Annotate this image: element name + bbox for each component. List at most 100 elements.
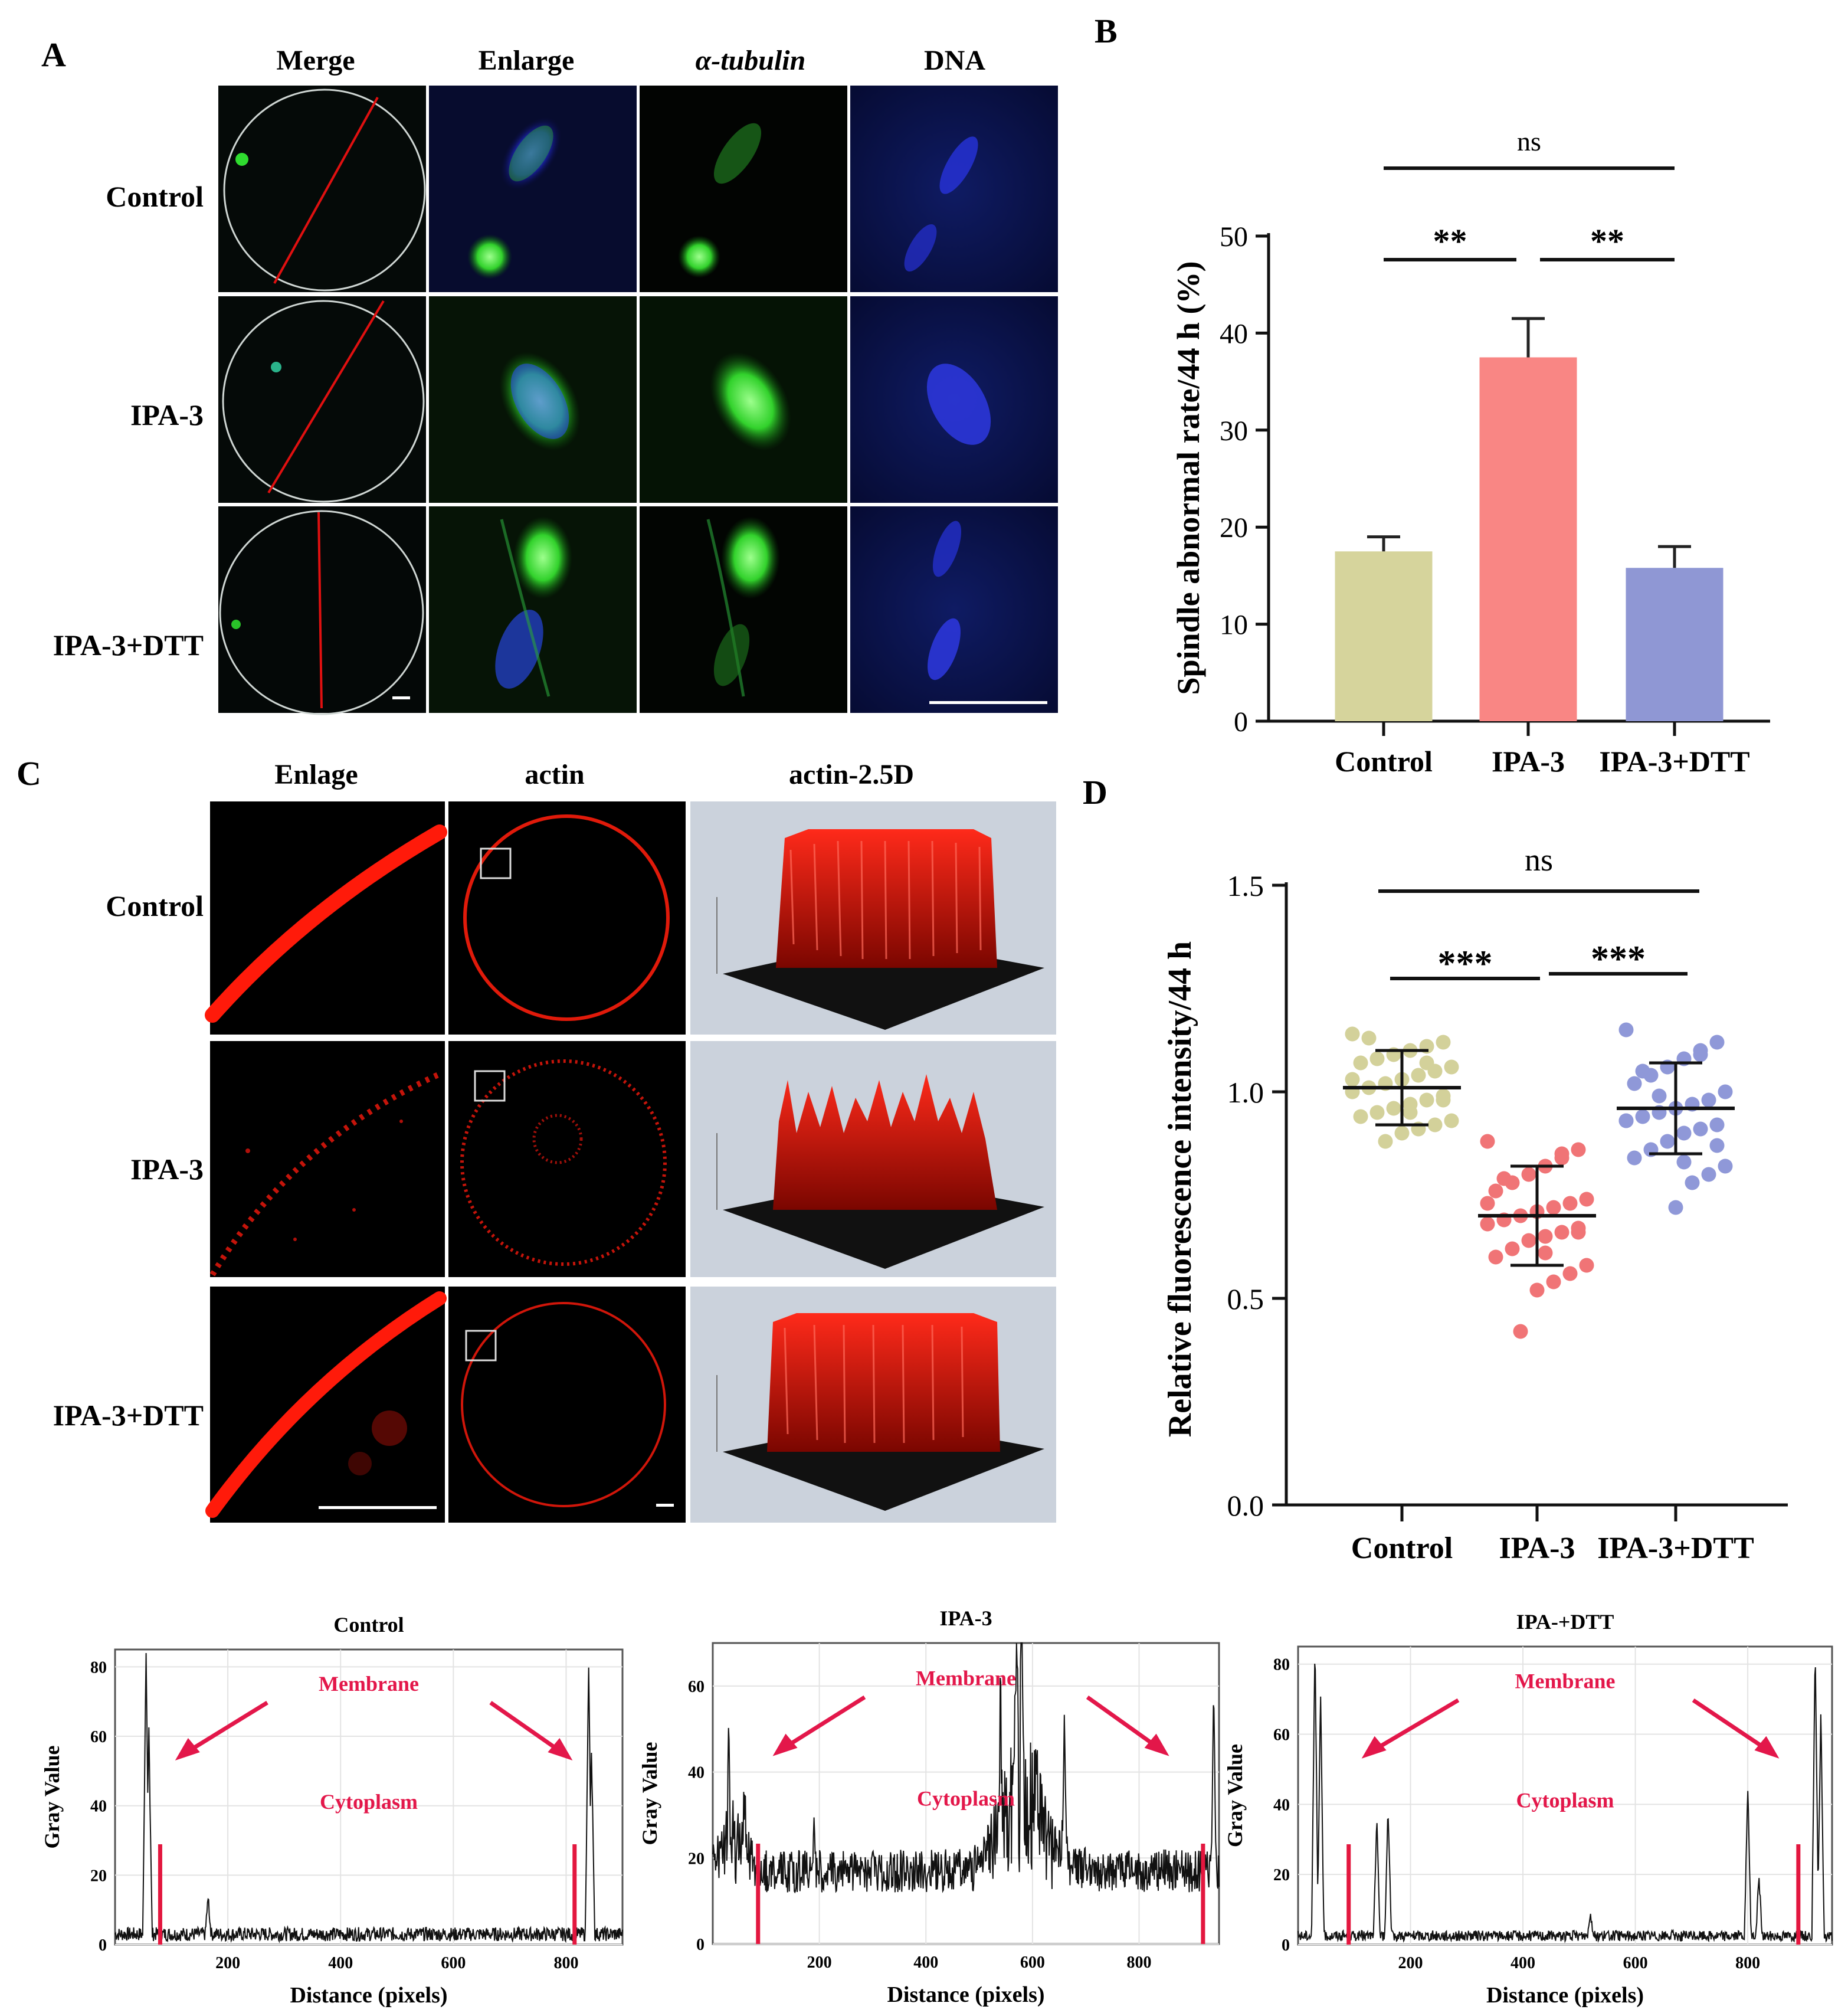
panel-c: C Enlage actin actin-2.5D Control IPA-3 … <box>17 754 1056 1523</box>
data-point <box>1709 1138 1725 1153</box>
x-tick-label: IPA-3+DTT <box>1597 1531 1754 1565</box>
data-point <box>1579 1192 1594 1207</box>
significance-label: ns <box>1517 126 1541 156</box>
cytoplasm-label: Cytoplasm <box>917 1786 1015 1810</box>
data-point <box>1488 1183 1503 1199</box>
x-tick-label: 200 <box>807 1953 832 1972</box>
data-point <box>1627 1150 1642 1166</box>
data-point <box>1419 1055 1434 1071</box>
y-tick-label: 40 <box>1273 1796 1290 1814</box>
micrograph-merge-ipa3 <box>218 296 426 503</box>
arrow-left-head <box>175 1738 200 1760</box>
profile-title: IPA-3 <box>939 1606 992 1630</box>
significance-label: ** <box>1433 222 1467 260</box>
data-point <box>1676 1125 1692 1141</box>
y-tick-label: 0 <box>1234 706 1248 738</box>
micrograph-tubulin-ipa3 <box>640 296 847 503</box>
surface-plot-control <box>690 801 1056 1035</box>
micrograph-actin-ipa3 <box>448 1041 686 1277</box>
micrograph-tubulin-ipa3-dtt <box>640 506 847 713</box>
col-label-tubulin: α-tubulin <box>696 45 806 76</box>
data-point <box>1618 1113 1634 1128</box>
y-tick-label: 80 <box>1273 1656 1290 1674</box>
micrograph-enlarge-ipa3-dtt <box>429 506 637 713</box>
x-tick-label: IPA-3+DTT <box>1599 745 1749 778</box>
chart-b-bar: 0 10 20 30 40 50 Control IPA-3 IPA-3+DTT ** ** ns <box>1220 126 1770 778</box>
data-point <box>1480 1196 1495 1211</box>
panel-b-letter: B <box>1095 12 1118 50</box>
surface-plot-ipa3 <box>690 1041 1056 1277</box>
y-tick-label: 20 <box>90 1867 107 1885</box>
arrow-left-head <box>1361 1736 1387 1759</box>
data-point <box>1635 1109 1650 1124</box>
y-tick-label: 60 <box>1273 1726 1290 1745</box>
y-tick-label: 20 <box>688 1850 705 1868</box>
arrow-right-head <box>1754 1736 1780 1759</box>
data-point <box>1709 1035 1725 1050</box>
profile-xlabel: Distance (pixels) <box>887 1982 1044 2007</box>
y-tick-label: 0.5 <box>1227 1282 1264 1315</box>
data-point <box>1353 1055 1368 1071</box>
micrograph-merge-ipa3-dtt <box>218 506 426 715</box>
y-tick-label: 40 <box>90 1798 107 1816</box>
panel-d: D Relative fluorescence intensity/44 h 0… <box>1083 773 1788 1565</box>
panel-c-letter: C <box>17 754 41 793</box>
micrograph-actin-enlarge-control <box>205 801 447 1035</box>
panel-b: B Spindle abnormal rate/44 h (%) 0 10 20 30… <box>1095 12 1770 778</box>
data-point <box>1562 1266 1578 1281</box>
micrograph-dna-ipa3-dtt <box>850 506 1058 713</box>
x-tick-label: IPA-3 <box>1499 1531 1575 1565</box>
profile-plot-1: 200 400 600 800 0 20 40 60 IPA-3 Distance (pixels… <box>638 1606 1220 2007</box>
x-tick-label: 800 <box>553 1954 578 1972</box>
profile-title: Control <box>333 1613 404 1637</box>
data-point <box>1529 1282 1545 1298</box>
data-point <box>1546 1274 1561 1290</box>
arrow-left <box>777 1695 866 1753</box>
data-point <box>1353 1109 1368 1124</box>
x-tick-label: 600 <box>1020 1953 1045 1972</box>
data-point <box>1521 1167 1536 1182</box>
y-tick-label: 80 <box>90 1658 107 1677</box>
data-point <box>1436 1092 1451 1108</box>
data-point <box>1480 1134 1495 1149</box>
col-label-enlarge: Enlarge <box>479 45 575 76</box>
y-tick-label: 40 <box>1220 318 1248 349</box>
data-point <box>1386 1101 1401 1116</box>
data-point <box>1538 1245 1553 1261</box>
data-point <box>1579 1258 1594 1273</box>
cytoplasm-label: Cytoplasm <box>320 1790 418 1814</box>
data-point <box>1403 1105 1418 1120</box>
data-point <box>1513 1324 1528 1339</box>
row-label-control: Control <box>106 180 204 213</box>
data-point <box>1345 1072 1360 1087</box>
profile-plot-2: 200 400 600 800 0 20 40 60 80 IPA-+DTT Distance (p… <box>1223 1610 1833 2008</box>
profile-trace <box>712 1642 1220 1894</box>
chart-d-scatter: 0.0 0.5 1.0 1.5 Control IPA-3 IPA-3+DTT *** *** n… <box>1227 842 1788 1565</box>
x-tick-label: 400 <box>1510 1954 1535 1972</box>
micrograph-enlarge-ipa3 <box>429 296 637 503</box>
data-point <box>1701 1092 1716 1108</box>
data-point <box>1676 1154 1692 1170</box>
data-point <box>1693 1121 1708 1137</box>
data-point <box>1369 1051 1385 1066</box>
profile-ylabel: Gray Value <box>1223 1744 1247 1847</box>
micrograph-dna-control <box>850 86 1058 292</box>
x-tick-label: Control <box>1335 745 1433 778</box>
data-point <box>1378 1134 1393 1149</box>
data-point <box>1618 1022 1634 1038</box>
data-point <box>1419 1092 1434 1108</box>
y-tick-label: 1.0 <box>1227 1076 1264 1109</box>
x-tick-label: 200 <box>215 1954 240 1972</box>
bar <box>1335 551 1433 721</box>
x-tick-label: Control <box>1351 1531 1453 1565</box>
row-label-c-control: Control <box>106 889 204 922</box>
data-point <box>1361 1030 1377 1046</box>
profile-xlabel: Distance (pixels) <box>290 1983 447 2008</box>
micrograph-tubulin-control <box>640 86 847 292</box>
y-tick-label: 60 <box>688 1678 705 1696</box>
data-point <box>1554 1146 1570 1161</box>
arrow-left <box>1366 1698 1460 1756</box>
data-point <box>1436 1035 1451 1050</box>
data-point <box>1427 1117 1443 1133</box>
